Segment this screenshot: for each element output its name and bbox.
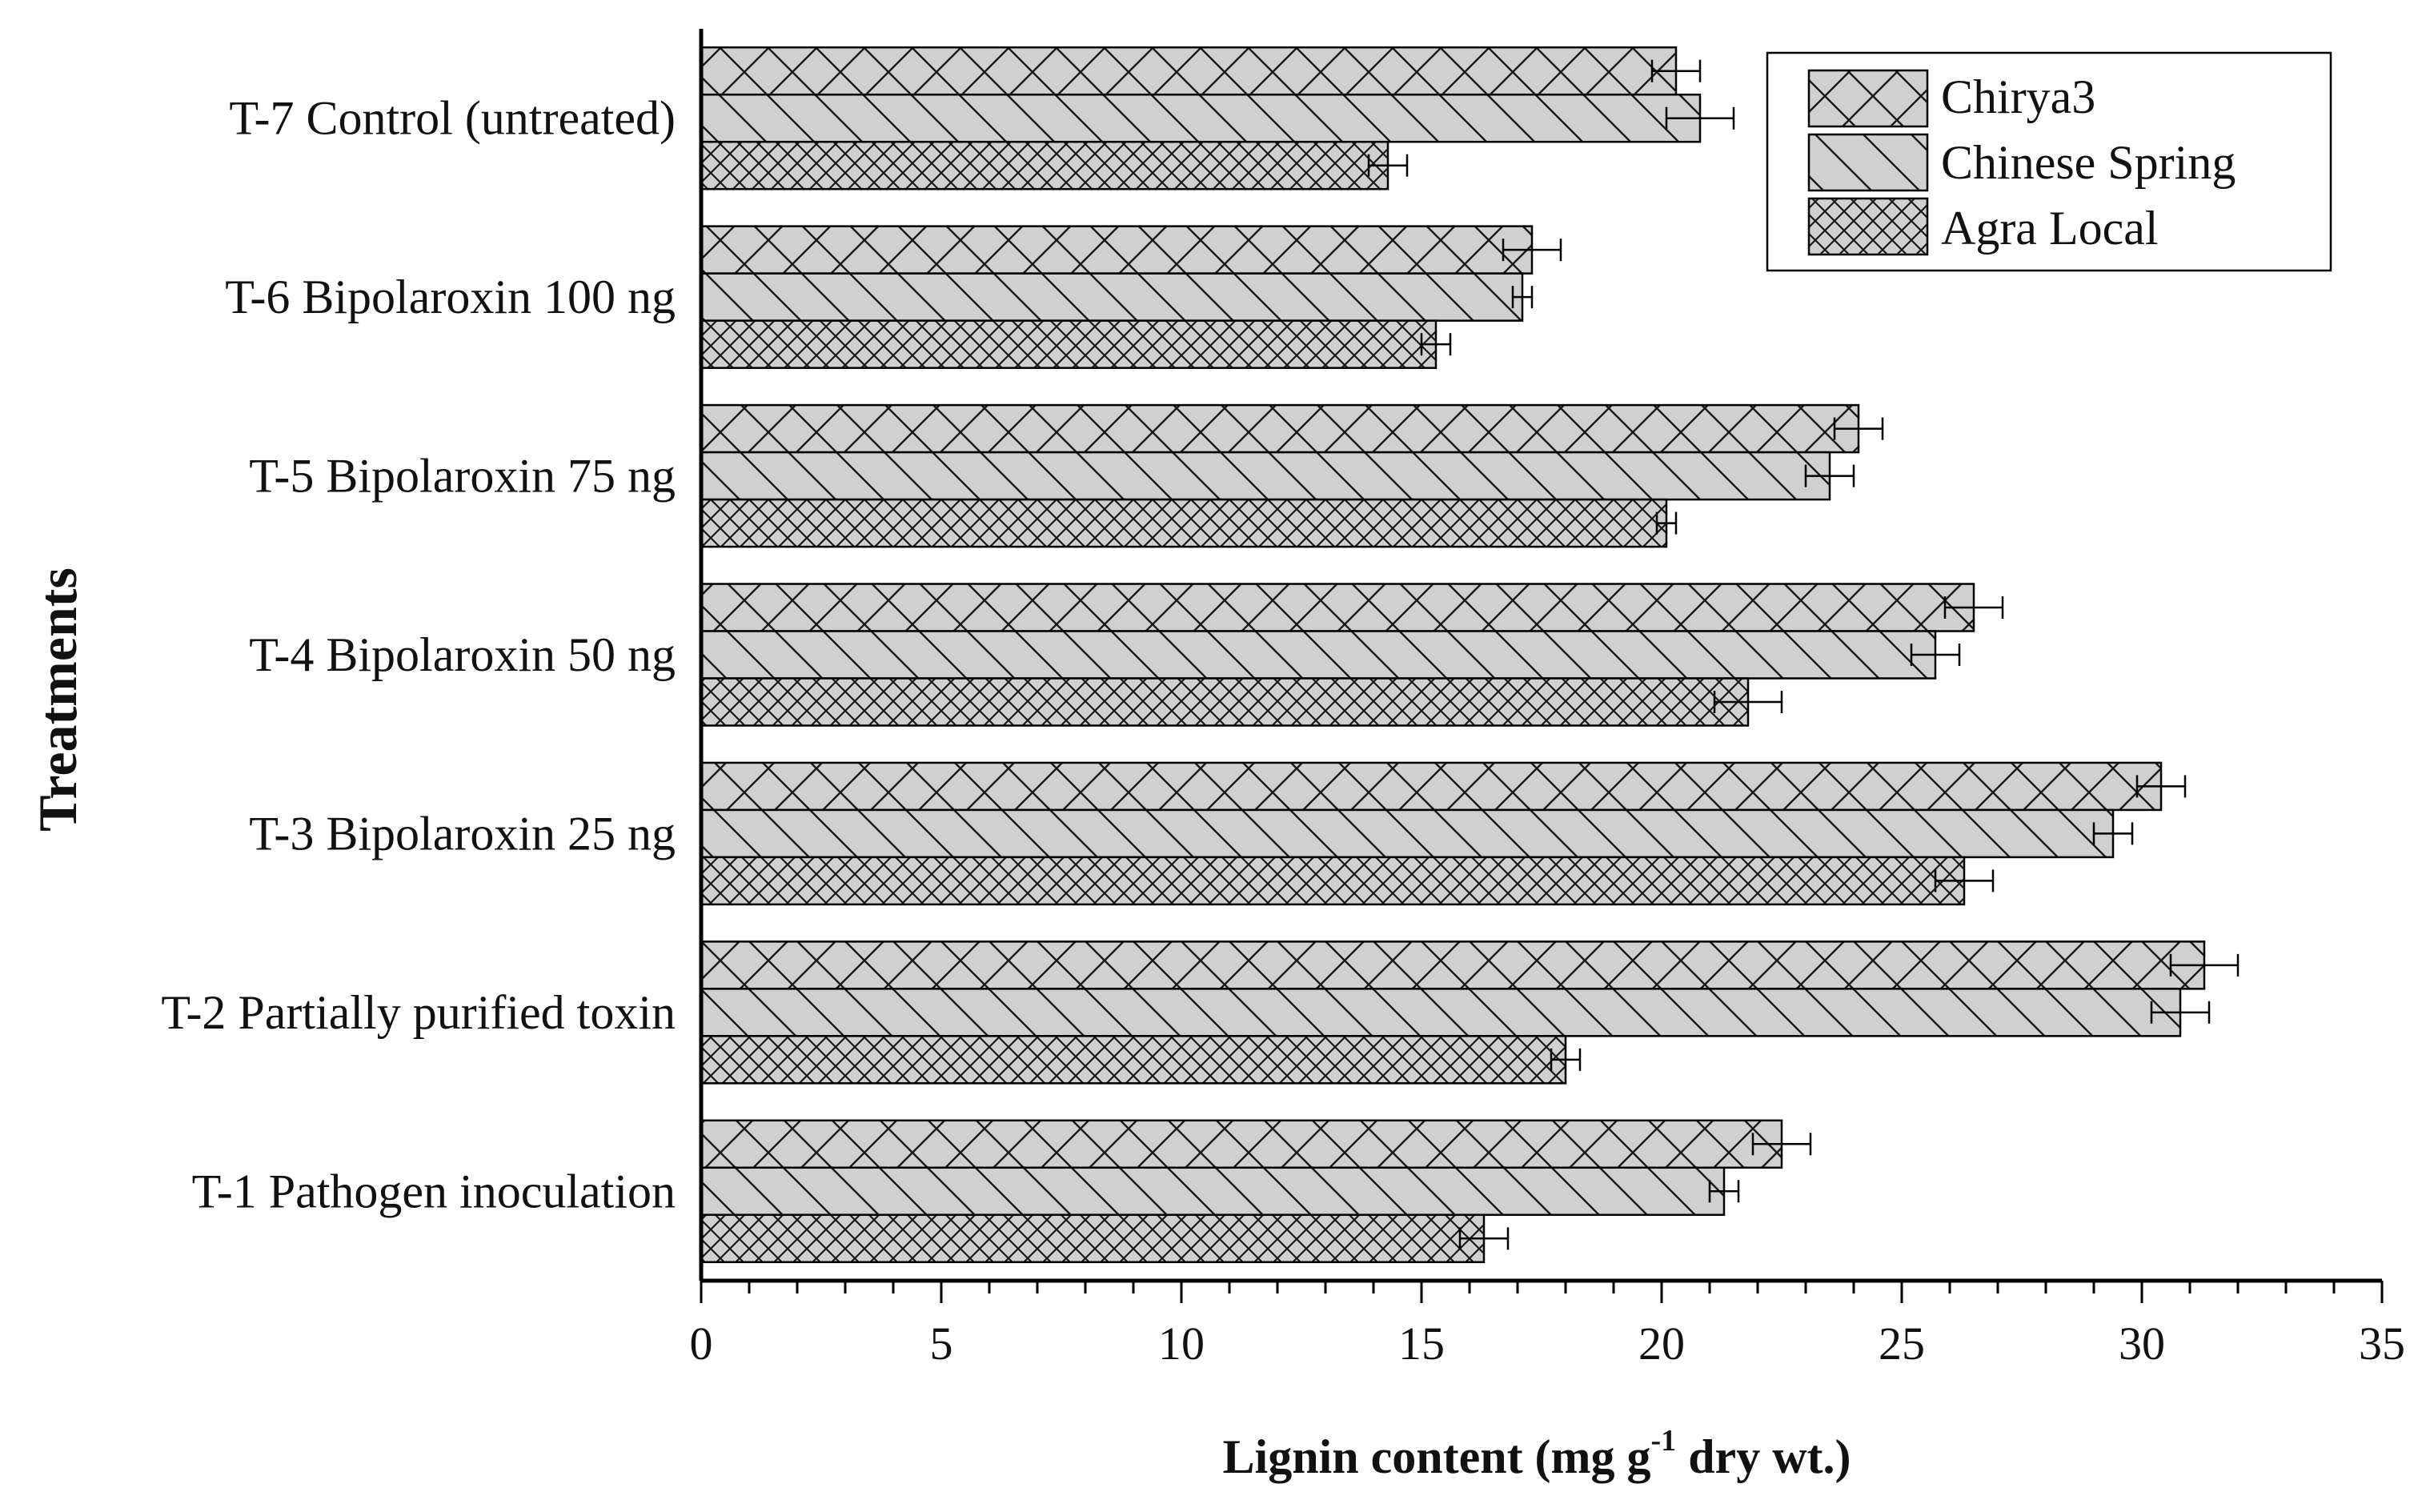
bar-agra-local-t-7	[700, 140, 1389, 191]
legend-label-chinese-spring: Chinese Spring	[1941, 136, 2236, 189]
error-bar-agra-local-t-7	[1367, 154, 1409, 177]
x-tick-label-25: 25	[1879, 1317, 1925, 1370]
x-tick-label-10: 10	[1158, 1317, 1205, 1370]
bar-chinese-spring-t-3	[700, 808, 2115, 859]
x-tick-label-5: 5	[930, 1317, 953, 1370]
error-bar-chinese-spring-t-1	[1708, 1180, 1740, 1203]
bars-layer	[700, 46, 2206, 1264]
bar-agra-local-t-4	[700, 677, 1750, 727]
bar-chirya3-t-4	[700, 583, 1975, 632]
error-bar-chinese-spring-t-4	[1910, 644, 1961, 666]
error-bar-chinese-spring-t-2	[2150, 1001, 2211, 1024]
bar-agra-local-t-3	[700, 856, 1966, 906]
category-label-t-3: T-3 Bipolaroxin 25 ng	[249, 807, 676, 860]
bar-chinese-spring-t-5	[700, 451, 1831, 501]
x-tick-label-15: 15	[1398, 1317, 1445, 1370]
error-bar-chirya3-t-5	[1833, 417, 1884, 440]
bar-chirya3-t-6	[700, 225, 1534, 275]
error-bar-agra-local-t-4	[1713, 691, 1783, 713]
legend-label-chirya3: Chirya3	[1941, 70, 2095, 123]
legend-swatch-chirya3	[1807, 69, 1929, 128]
bar-agra-local-t-1	[700, 1213, 1486, 1264]
category-label-t-6: T-6 Bipolaroxin 100 ng	[225, 271, 676, 323]
bar-chirya3-t-3	[700, 761, 2163, 812]
error-bar-agra-local-t-6	[1420, 333, 1452, 356]
error-bar-agra-local-t-3	[1934, 869, 1995, 892]
bar-chinese-spring-t-4	[700, 630, 1937, 680]
category-labels: T-1 Pathogen inoculation T-2 Partially pu…	[161, 92, 676, 1218]
y-axis-title: Treatments	[27, 568, 88, 832]
error-bar-chirya3-t-1	[1751, 1133, 1812, 1156]
bar-agra-local-t-2	[700, 1035, 1567, 1085]
error-bar-agra-local-t-1	[1458, 1227, 1510, 1250]
x-axis-title: Lignin content (mg g-1 dry wt.)	[1223, 1424, 1851, 1483]
axes-layer	[699, 29, 2384, 1303]
error-bar-chirya3-t-2	[2169, 953, 2240, 977]
bar-chinese-spring-t-7	[700, 93, 1702, 143]
bar-chirya3-t-2	[700, 940, 2206, 990]
error-bar-chirya3-t-3	[2135, 775, 2187, 798]
bar-chinese-spring-t-6	[700, 272, 1524, 322]
bar-chirya3-t-1	[700, 1119, 1783, 1169]
error-bar-chinese-spring-t-6	[1511, 286, 1534, 309]
error-bar-agra-local-t-2	[1550, 1048, 1582, 1071]
error-bar-chinese-spring-t-5	[1804, 464, 1855, 487]
x-tick-label-20: 20	[1638, 1317, 1685, 1370]
legend-swatch-agra-local	[1807, 197, 1929, 256]
bar-chinese-spring-t-2	[700, 988, 2182, 1037]
x-tick-labels: 0 5 10 15 20 25 30 35	[690, 1317, 2406, 1370]
bar-agra-local-t-5	[700, 498, 1668, 548]
error-bar-chirya3-t-4	[1943, 596, 2004, 619]
bar-chirya3-t-5	[700, 403, 1860, 454]
error-bar-chinese-spring-t-3	[2092, 822, 2134, 845]
error-bar-agra-local-t-5	[1655, 511, 1678, 535]
legend-swatch-chinese-spring	[1807, 133, 1929, 192]
x-tick-label-35: 35	[2359, 1317, 2405, 1370]
error-bars-layer	[1367, 59, 2240, 1250]
x-tick-label-0: 0	[690, 1317, 713, 1370]
x-tick-label-30: 30	[2119, 1317, 2165, 1370]
bar-agra-local-t-6	[700, 319, 1438, 369]
error-bar-chinese-spring-t-7	[1665, 106, 1735, 130]
error-bar-chirya3-t-6	[1502, 239, 1562, 262]
category-label-t-4: T-4 Bipolaroxin 50 ng	[249, 628, 676, 681]
bar-chirya3-t-7	[700, 46, 1678, 96]
category-label-t-2: T-2 Partially purified toxin	[161, 986, 676, 1039]
category-label-t-7: T-7 Control (untreated)	[229, 92, 676, 145]
category-label-t-5: T-5 Bipolaroxin 75 ng	[249, 450, 676, 503]
legend: Chirya3 Chinese Spring Agra Local	[1766, 51, 2332, 272]
error-bar-chirya3-t-7	[1650, 59, 1702, 82]
category-label-t-1: T-1 Pathogen inoculation	[192, 1165, 676, 1217]
legend-label-agra-local: Agra Local	[1941, 202, 2159, 255]
bar-chinese-spring-t-1	[700, 1166, 1726, 1217]
